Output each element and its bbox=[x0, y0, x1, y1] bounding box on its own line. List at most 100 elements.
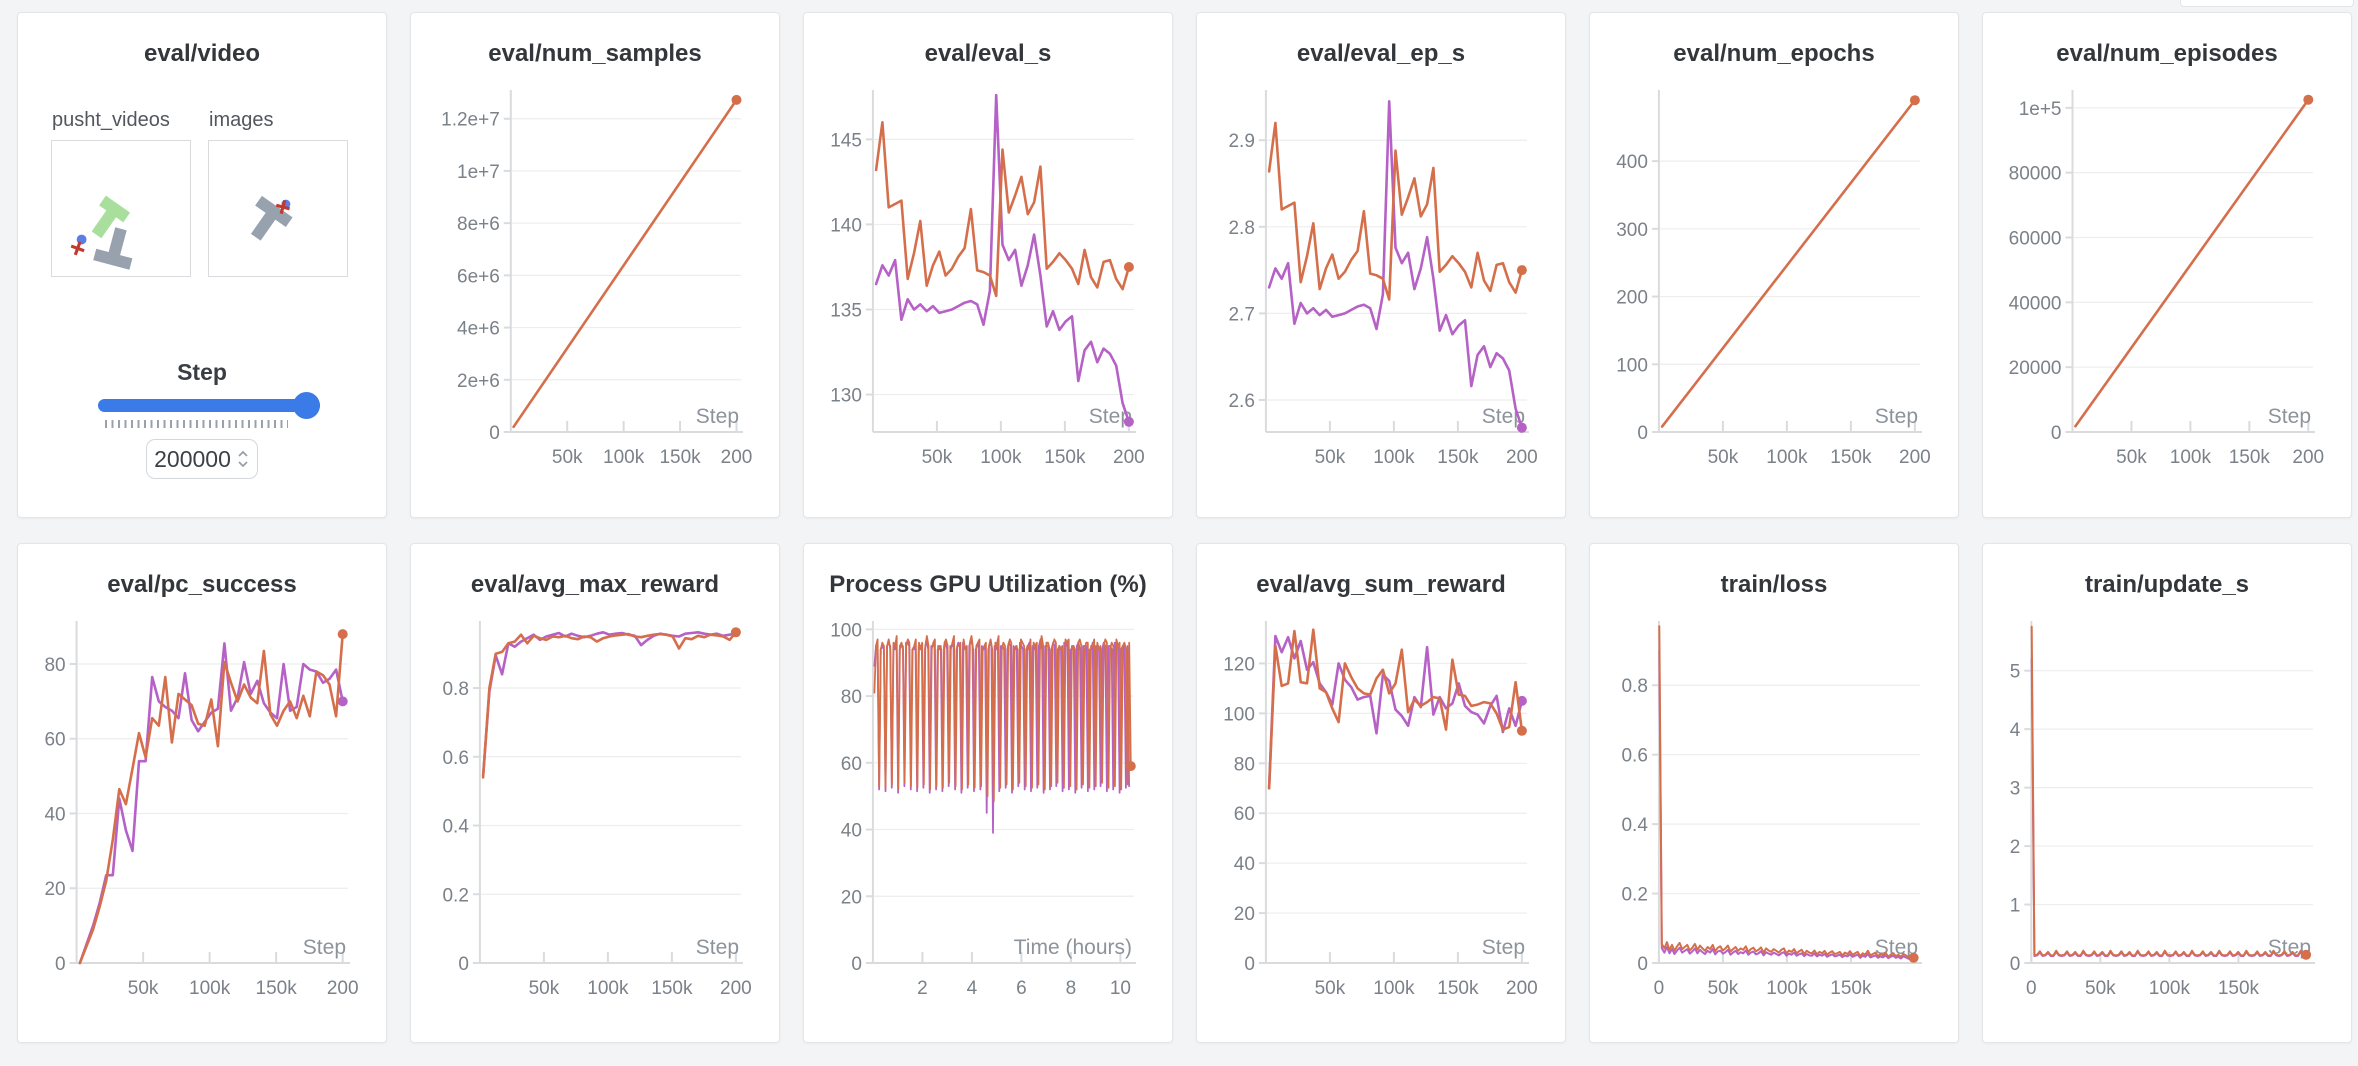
media-label: images bbox=[209, 109, 274, 131]
series-line bbox=[874, 93, 1131, 424]
video-thumbnail-pusht[interactable] bbox=[51, 140, 191, 277]
step-input[interactable]: 200000 bbox=[146, 439, 258, 479]
series-line bbox=[1267, 634, 1524, 790]
series-line bbox=[1658, 625, 1915, 959]
y-tick-label: 0.4 bbox=[442, 817, 469, 838]
x-tick-label: 100k bbox=[1373, 447, 1415, 468]
chart-panel[interactable]: eval/avg_max_reward 0 0.2 0.4 0.6 0.8 50k 100k… bbox=[410, 543, 780, 1043]
chart-panel[interactable]: Process GPU Utilization (%) 0 20 40 60 80 100… bbox=[803, 543, 1173, 1043]
line-chart: 130 135 140 145 50k 100k 150k 200 Step bbox=[830, 90, 1145, 468]
endpoint-dot bbox=[1123, 262, 1134, 272]
gridlines bbox=[2065, 106, 2313, 433]
chart-title: eval/pc_success bbox=[107, 571, 297, 598]
endpoint-dot bbox=[731, 94, 742, 105]
y-tick-label: 130 bbox=[830, 386, 862, 407]
y-tick-label: 3 bbox=[2010, 779, 2021, 800]
y-tick-label: 0.2 bbox=[442, 885, 468, 906]
y-tick-label: 0 bbox=[2010, 954, 2021, 975]
y-tick-label: 2.9 bbox=[1228, 131, 1254, 152]
y-tick-label: 2.8 bbox=[1228, 218, 1254, 239]
x-tick-label: 150k bbox=[1044, 447, 1086, 468]
slider-thumb[interactable] bbox=[293, 392, 320, 419]
y-tick-label: 20 bbox=[1234, 904, 1255, 925]
y-tick-label: 60 bbox=[841, 754, 862, 775]
y-tick-label: 400 bbox=[1616, 152, 1648, 173]
y-tick-label: 0.2 bbox=[1621, 885, 1647, 906]
y-tick-label: 20 bbox=[841, 887, 862, 908]
y-tick-label: 1e+7 bbox=[457, 162, 500, 183]
step-value: 200000 bbox=[154, 445, 231, 472]
y-tick-label: 0.6 bbox=[442, 748, 468, 769]
x-tick-label: 0 bbox=[1654, 978, 1665, 999]
x-tick-label: 50k bbox=[2116, 447, 2147, 468]
y-tick-label: 40 bbox=[44, 804, 65, 825]
chart-panel[interactable]: eval/pc_success 0 20 40 60 80 50k 100k 150k 200 S… bbox=[17, 543, 387, 1043]
x-tick-label: 100k bbox=[2170, 447, 2212, 468]
gridlines bbox=[865, 138, 1134, 396]
y-tick-label: 120 bbox=[1223, 654, 1255, 675]
series-line bbox=[78, 632, 345, 965]
endpoint-dot bbox=[1909, 95, 1920, 106]
x-axis-title: Step bbox=[1482, 936, 1525, 959]
chart-title: eval/avg_max_reward bbox=[470, 571, 720, 598]
y-tick-label: 0 bbox=[489, 423, 500, 444]
y-tick-label: 0 bbox=[851, 954, 862, 975]
stepper-chevrons-icon[interactable] bbox=[236, 448, 250, 470]
panel-title: eval/video bbox=[143, 40, 261, 67]
endpoint-dot bbox=[1123, 416, 1134, 427]
endpoint-dot bbox=[1516, 422, 1527, 433]
gridlines bbox=[2024, 669, 2313, 964]
slider-track[interactable] bbox=[98, 399, 320, 412]
y-tick-label: 80 bbox=[841, 687, 862, 708]
chart-panel[interactable]: eval/num_samples 0 2e+6 4e+6 6e+6 8e+6 1e+7 1.… bbox=[410, 12, 780, 518]
chart-panel[interactable]: eval/num_episodes 0 20000 40000 60000 80000 1… bbox=[1982, 12, 2352, 518]
x-axis-title: Step bbox=[696, 405, 739, 428]
x-tick-label: 2 bbox=[917, 978, 928, 999]
x-axis-title: Step bbox=[1482, 405, 1525, 428]
series-line bbox=[2074, 98, 2310, 428]
y-tick-label: 0 bbox=[1244, 954, 1255, 975]
chart-panel[interactable]: train/update_s 0 1 2 3 4 5 0 50k 100k 150k Step bbox=[1982, 543, 2352, 1043]
y-tick-label: 1e+5 bbox=[2019, 99, 2062, 120]
x-tick-label: 8 bbox=[1066, 978, 1077, 999]
x-tick-label: 100k bbox=[189, 978, 231, 999]
x-tick-label: 150k bbox=[659, 447, 701, 468]
chart-panel[interactable]: eval/avg_sum_reward 0 20 40 60 80 100 120 50k 10… bbox=[1196, 543, 1566, 1043]
gridlines bbox=[472, 687, 741, 964]
x-axis-title: Step bbox=[1089, 405, 1132, 428]
x-tick-label: 50k bbox=[922, 447, 953, 468]
y-tick-label: 140 bbox=[830, 215, 862, 236]
pusht-state-image bbox=[250, 195, 293, 241]
x-tick-label: 200 bbox=[327, 978, 359, 999]
y-tick-label: 100 bbox=[1616, 355, 1648, 376]
x-tick-label: 50k bbox=[1708, 447, 1739, 468]
chart-title: Process GPU Utilization (%) bbox=[829, 571, 1147, 598]
chart-panel[interactable]: eval/eval_ep_s 2.6 2.7 2.8 2.9 50k 100k 150k 20… bbox=[1196, 12, 1566, 518]
endpoint-dot bbox=[1908, 952, 1919, 963]
x-tick-label: 100k bbox=[1373, 978, 1415, 999]
y-tick-label: 0.4 bbox=[1621, 815, 1648, 836]
step-slider[interactable] bbox=[98, 392, 320, 419]
block-t-shape bbox=[93, 227, 133, 270]
x-tick-label: 50k bbox=[1708, 978, 1739, 999]
series-line bbox=[2030, 658, 2308, 957]
chart-panel[interactable]: train/loss 0 0.2 0.4 0.6 0.8 0 50k 100k 150k Step bbox=[1589, 543, 1959, 1043]
x-tick-label: 50k bbox=[529, 978, 560, 999]
line-chart: 0 20 40 60 80 50k 100k 150k 200 Step bbox=[44, 621, 359, 999]
chart-panel[interactable]: eval/num_epochs 0 100 200 300 400 50k 100k 150k… bbox=[1589, 12, 1959, 518]
gridlines bbox=[1651, 160, 1920, 433]
chart-panel[interactable]: eval/eval_s 130 135 140 145 50k 100k 150k 200 St… bbox=[803, 12, 1173, 518]
endpoint-dot bbox=[337, 696, 348, 707]
y-tick-label: 80000 bbox=[2009, 164, 2062, 185]
goal-t-shape bbox=[91, 195, 131, 239]
endpoint-dot bbox=[1516, 725, 1527, 736]
series-line bbox=[481, 630, 738, 779]
media-panel-eval-video: eval/video pusht_videos bbox=[17, 12, 387, 518]
endpoint-dot bbox=[1125, 761, 1136, 772]
image-thumbnail[interactable] bbox=[208, 140, 348, 277]
x-tick-label: 200 bbox=[1113, 447, 1145, 468]
block-t-shape bbox=[250, 195, 293, 241]
media-label: pusht_videos bbox=[52, 109, 170, 131]
x-axis-title: Time (hours) bbox=[1014, 936, 1132, 959]
